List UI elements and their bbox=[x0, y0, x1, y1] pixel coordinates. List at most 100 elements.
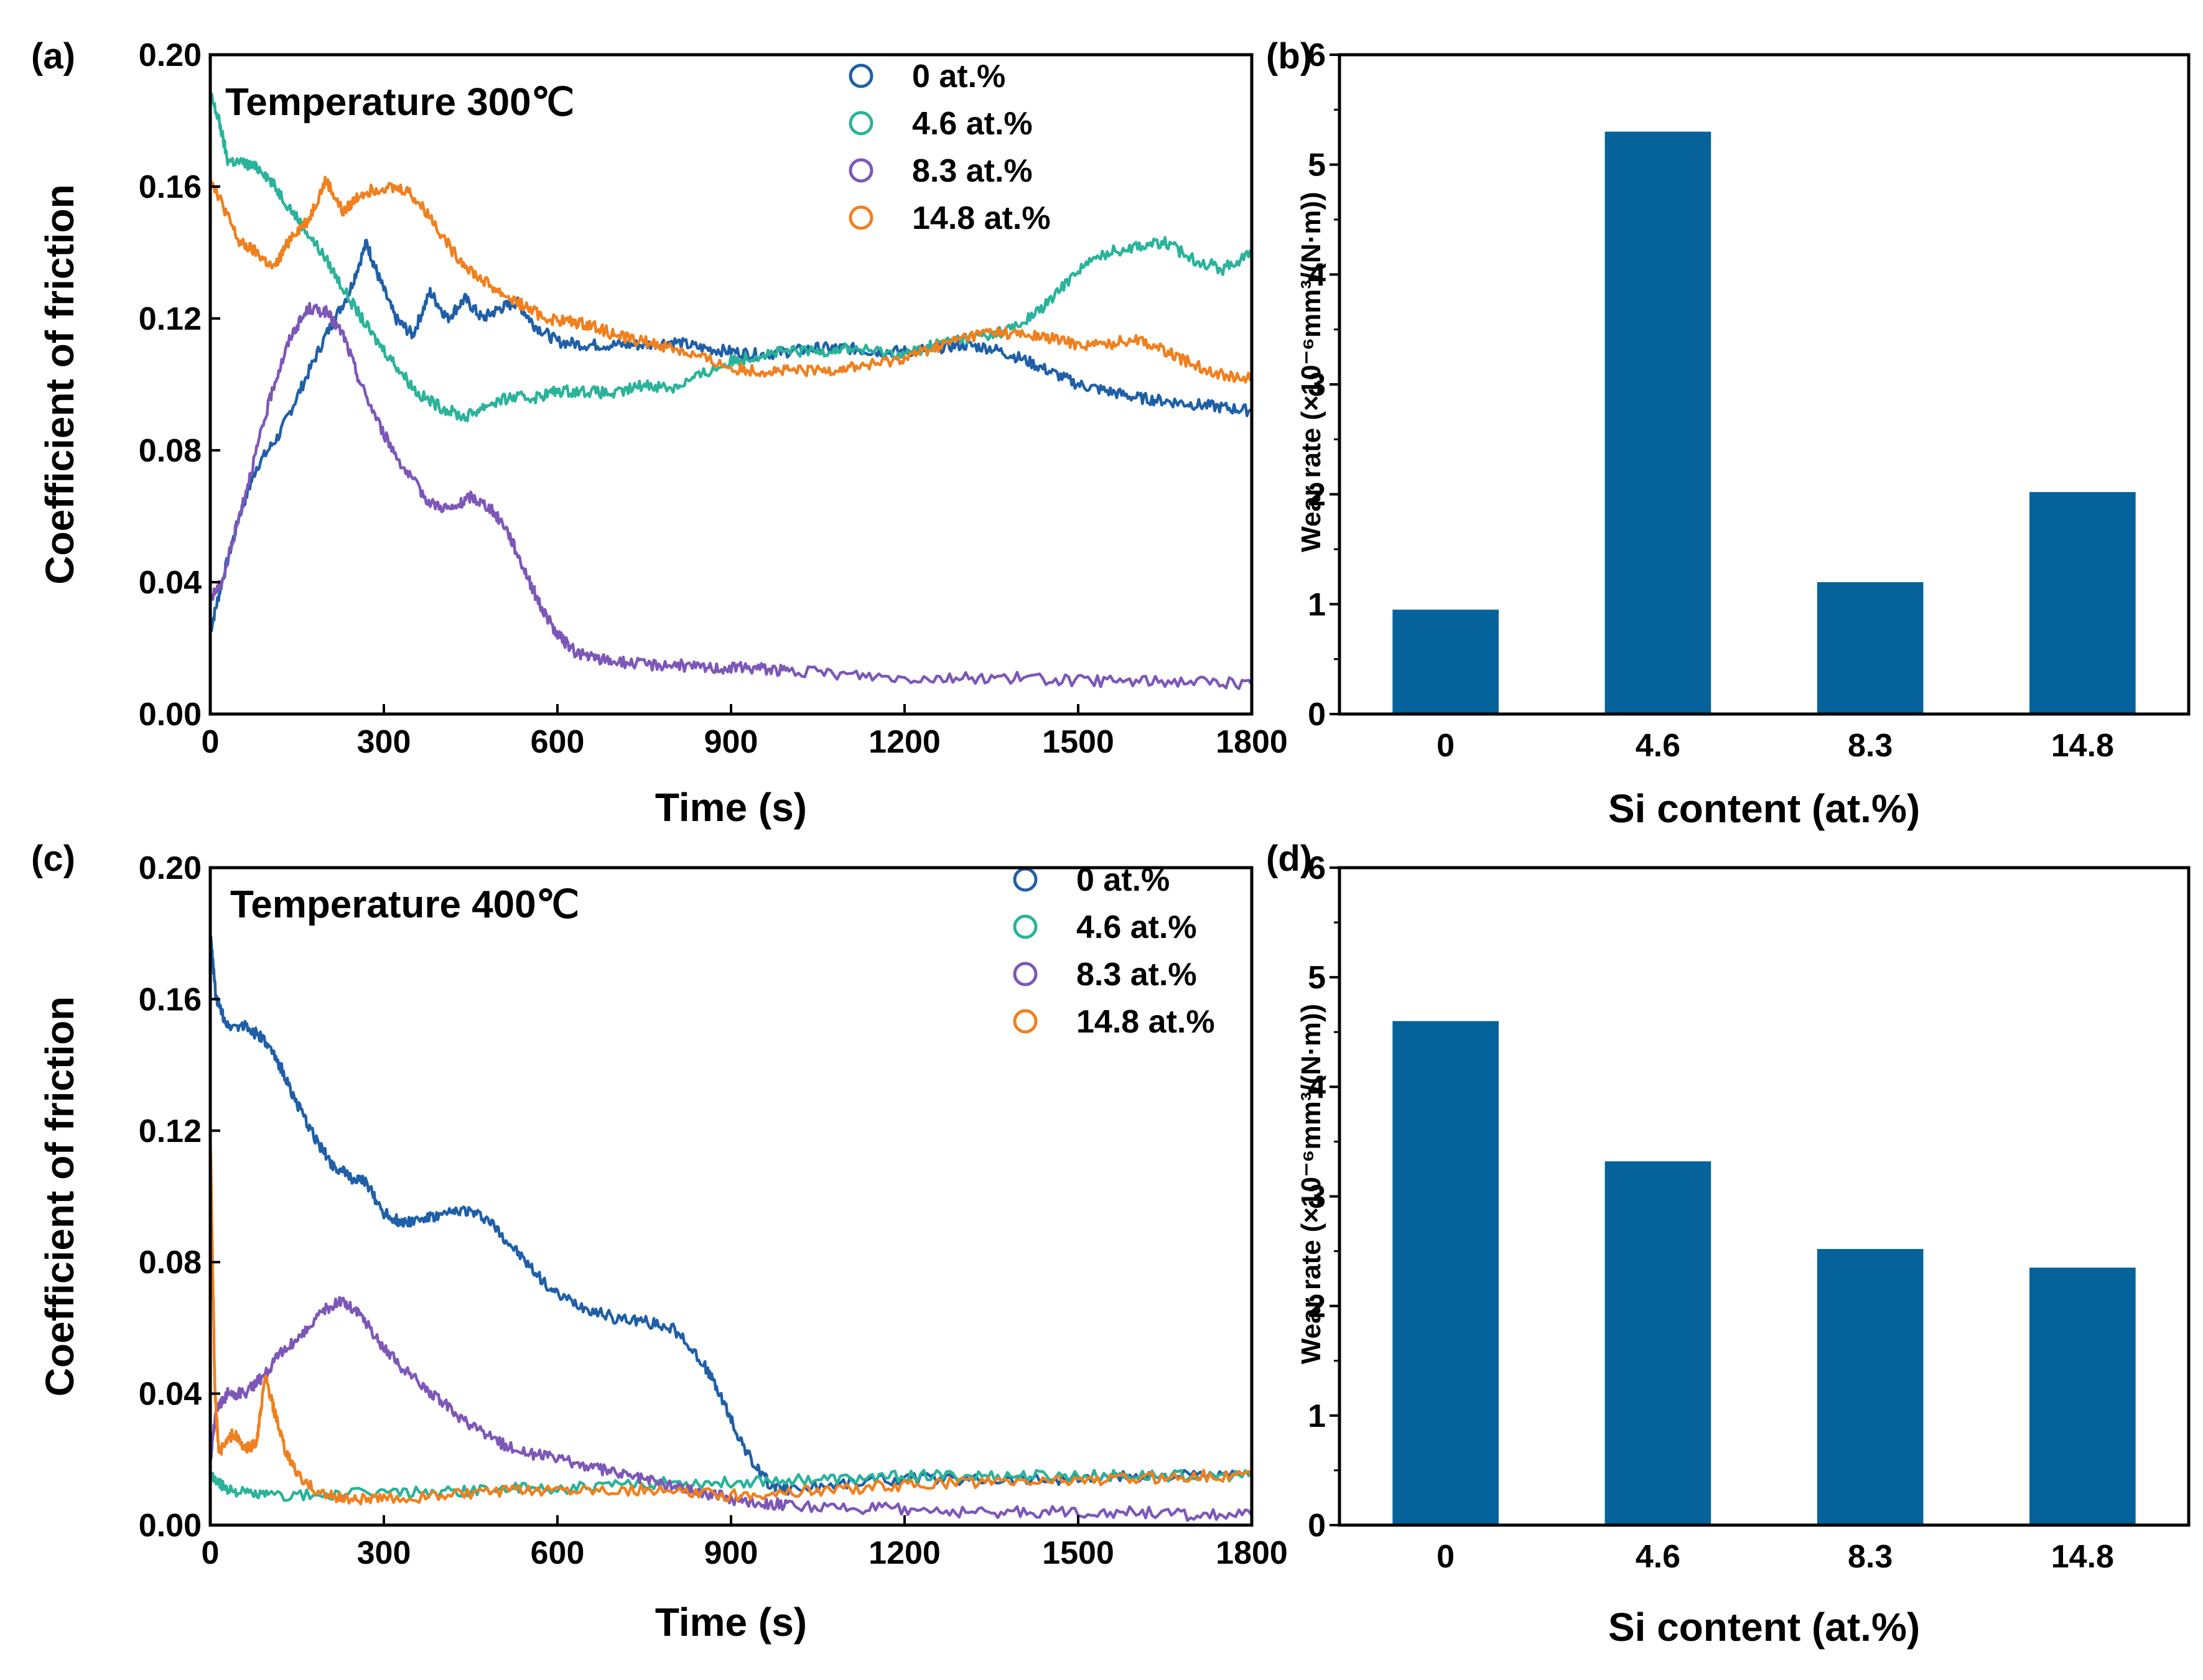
y-tick-label-b-4: 4 bbox=[1308, 257, 1326, 293]
series-line-a-2 bbox=[210, 302, 1252, 690]
x-tick-label-c-1: 300 bbox=[357, 1535, 411, 1571]
panel-label-a: (a) bbox=[31, 36, 75, 77]
panel-label-b: (b) bbox=[1266, 36, 1312, 77]
bar-b-2 bbox=[1817, 582, 1924, 714]
plot-frame-a bbox=[208, 53, 1254, 716]
x-tick-label-d-1: 4.6 bbox=[1636, 1539, 1680, 1575]
panel-label-d: (d) bbox=[1266, 838, 1312, 879]
y-tick-label-d-2: 2 bbox=[1308, 1289, 1326, 1325]
series-line-c-1 bbox=[210, 1469, 1252, 1502]
x-tick-label-c-5: 1500 bbox=[1042, 1535, 1114, 1571]
x-tick-label-a-2: 600 bbox=[531, 724, 585, 760]
y-tick-label-c-2: 0.08 bbox=[139, 1245, 202, 1281]
bar-b-0 bbox=[1392, 610, 1499, 714]
y-axis-title-b: Wear rate (×10⁻⁶mm³/(N·m)) bbox=[1296, 192, 1326, 552]
y-tick-label-d-6: 6 bbox=[1308, 850, 1326, 886]
y-tick-label-c-3: 0.12 bbox=[139, 1113, 202, 1149]
panel-d: 0 4.6 8.3 14.8 0 1 2 3 4 5 6 Si content (at.%) Wear … bbox=[1266, 838, 2191, 1650]
panel-a: 0 300 600 900 1200 1500 1800 0.00 0.04 0.08 0.12 0.… bbox=[31, 36, 1288, 830]
legend-marker-c-2 bbox=[1013, 962, 1038, 986]
series-group-c bbox=[210, 932, 1252, 1522]
x-tick-label-a-0: 0 bbox=[202, 724, 220, 760]
x-tick-label-a-3: 900 bbox=[704, 724, 758, 760]
legend-marker-a-3 bbox=[849, 205, 873, 230]
temperature-annotation-c: Temperature 400℃ bbox=[230, 883, 579, 926]
y-tick-label-b-3: 3 bbox=[1308, 367, 1326, 403]
bar-d-2 bbox=[1817, 1249, 1924, 1525]
x-tick-label-c-2: 600 bbox=[531, 1535, 585, 1571]
legend-label-a-3: 14.8 at.% bbox=[912, 200, 1051, 236]
x-tick-label-c-4: 1200 bbox=[869, 1535, 941, 1571]
x-tick-label-b-1: 4.6 bbox=[1636, 728, 1680, 764]
y-tick-label-d-3: 3 bbox=[1308, 1179, 1326, 1215]
x-tick-label-b-2: 8.3 bbox=[1848, 728, 1893, 764]
y-tick-label-c-0: 0.00 bbox=[139, 1508, 202, 1544]
legend-marker-c-1 bbox=[1013, 914, 1038, 939]
x-tick-label-a-1: 300 bbox=[357, 724, 411, 760]
x-tick-label-c-0: 0 bbox=[202, 1535, 220, 1571]
temperature-annotation-a: Temperature 300℃ bbox=[225, 81, 574, 124]
bar-b-3 bbox=[2029, 492, 2136, 714]
legend-label-c-2: 8.3 at.% bbox=[1076, 957, 1197, 993]
y-tick-label-a-1: 0.04 bbox=[139, 565, 202, 601]
y-tick-label-a-3: 0.12 bbox=[139, 301, 202, 337]
x-axis-title-d: Si content (at.%) bbox=[1608, 1605, 1920, 1650]
x-tick-label-a-6: 1800 bbox=[1216, 724, 1288, 760]
series-line-a-1 bbox=[210, 91, 1252, 423]
x-axis-title-c: Time (s) bbox=[655, 1600, 807, 1645]
bar-d-3 bbox=[2029, 1268, 2136, 1525]
y-tick-label-c-5: 0.20 bbox=[139, 850, 202, 886]
panel-c: 0 300 600 900 1200 1500 1800 0.00 0.04 0.08 0.12 0.… bbox=[31, 838, 1288, 1645]
y-tick-label-a-0: 0.00 bbox=[139, 697, 202, 733]
x-tick-label-b-3: 14.8 bbox=[2051, 728, 2114, 764]
y-axis-title-a: Coefficient of friction bbox=[37, 184, 82, 585]
series-group-a bbox=[210, 91, 1252, 690]
y-tick-label-d-5: 5 bbox=[1308, 960, 1326, 996]
legend-marker-a-1 bbox=[849, 111, 873, 136]
x-tick-label-c-6: 1800 bbox=[1216, 1535, 1288, 1571]
y-tick-label-b-5: 5 bbox=[1308, 147, 1326, 183]
series-line-c-2 bbox=[210, 1296, 1252, 1522]
y-tick-label-c-1: 0.04 bbox=[139, 1376, 202, 1413]
y-axis-title-c: Coefficient of friction bbox=[37, 996, 82, 1397]
plot-frame-c bbox=[208, 866, 1254, 1527]
y-tick-label-b-6: 6 bbox=[1308, 37, 1326, 73]
y-tick-label-b-1: 1 bbox=[1308, 587, 1326, 623]
y-tick-label-d-0: 0 bbox=[1308, 1508, 1326, 1544]
y-tick-label-d-1: 1 bbox=[1308, 1398, 1326, 1434]
legend-label-c-1: 4.6 at.% bbox=[1076, 909, 1197, 945]
x-tick-label-c-3: 900 bbox=[704, 1535, 758, 1571]
x-axis-title-a: Time (s) bbox=[655, 785, 807, 830]
legend-marker-c-0 bbox=[1013, 867, 1038, 892]
y-tick-label-c-4: 0.16 bbox=[139, 982, 202, 1018]
x-tick-label-a-5: 1500 bbox=[1042, 724, 1114, 760]
x-tick-label-a-4: 1200 bbox=[869, 724, 941, 760]
series-line-a-3 bbox=[210, 175, 1252, 384]
y-tick-label-a-5: 0.20 bbox=[139, 37, 202, 73]
legend-label-c-3: 14.8 at.% bbox=[1076, 1004, 1215, 1040]
y-axis-title-d: Wear rate (×10⁻⁶mm³/(N·m)) bbox=[1296, 1004, 1326, 1364]
x-tick-label-d-0: 0 bbox=[1437, 1539, 1455, 1575]
panel-b: 0 4.6 8.3 14.8 0 1 2 3 4 5 6 Si content (at.%) Wear … bbox=[1266, 36, 2191, 831]
bar-d-1 bbox=[1605, 1161, 1712, 1525]
legend-marker-a-2 bbox=[849, 158, 873, 183]
y-tick-label-b-2: 2 bbox=[1308, 477, 1326, 513]
legend-marker-c-3 bbox=[1013, 1009, 1038, 1034]
legend-marker-a-0 bbox=[849, 63, 873, 88]
bar-b-1 bbox=[1605, 131, 1712, 714]
x-tick-label-b-0: 0 bbox=[1437, 728, 1455, 764]
x-axis-title-b: Si content (at.%) bbox=[1608, 786, 1920, 831]
series-line-c-3 bbox=[210, 1133, 1252, 1506]
legend-label-a-1: 4.6 at.% bbox=[912, 106, 1033, 142]
legend-label-a-0: 0 at.% bbox=[912, 58, 1005, 95]
panel-label-c: (c) bbox=[31, 838, 75, 879]
series-line-a-0 bbox=[210, 238, 1252, 633]
plot-frame-b bbox=[1338, 53, 2191, 716]
x-tick-label-d-2: 8.3 bbox=[1848, 1539, 1893, 1575]
y-tick-label-d-4: 4 bbox=[1308, 1069, 1326, 1105]
y-tick-label-a-2: 0.08 bbox=[139, 433, 202, 469]
plot-frame-d bbox=[1338, 866, 2191, 1527]
legend-label-a-2: 8.3 at.% bbox=[912, 153, 1033, 189]
y-tick-label-b-0: 0 bbox=[1308, 697, 1326, 733]
